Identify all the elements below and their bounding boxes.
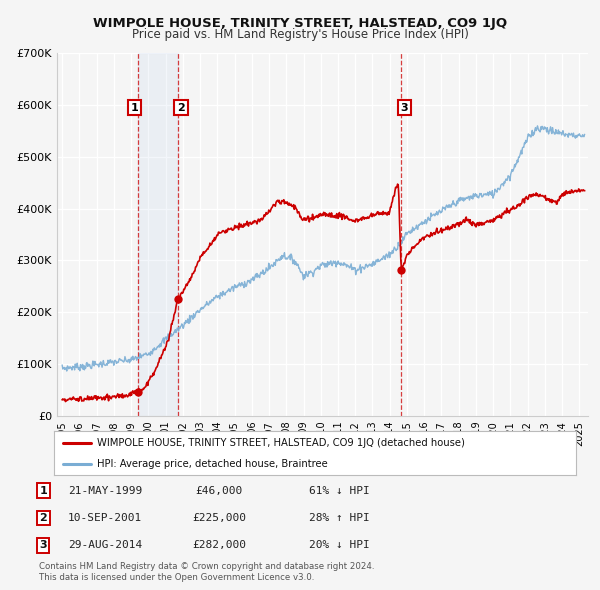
Text: £225,000: £225,000 — [192, 513, 246, 523]
Text: This data is licensed under the Open Government Licence v3.0.: This data is licensed under the Open Gov… — [39, 573, 314, 582]
Text: WIMPOLE HOUSE, TRINITY STREET, HALSTEAD, CO9 1JQ: WIMPOLE HOUSE, TRINITY STREET, HALSTEAD,… — [93, 17, 507, 30]
Text: £46,000: £46,000 — [196, 486, 242, 496]
Text: 2: 2 — [40, 513, 47, 523]
Text: 28% ↑ HPI: 28% ↑ HPI — [308, 513, 370, 523]
Text: 1: 1 — [40, 486, 47, 496]
Text: 10-SEP-2001: 10-SEP-2001 — [68, 513, 142, 523]
Text: HPI: Average price, detached house, Braintree: HPI: Average price, detached house, Brai… — [97, 459, 328, 469]
Text: 61% ↓ HPI: 61% ↓ HPI — [308, 486, 370, 496]
Text: Contains HM Land Registry data © Crown copyright and database right 2024.: Contains HM Land Registry data © Crown c… — [39, 562, 374, 571]
Text: £282,000: £282,000 — [192, 540, 246, 550]
Text: 29-AUG-2014: 29-AUG-2014 — [68, 540, 142, 550]
Text: 3: 3 — [40, 540, 47, 550]
Text: 20% ↓ HPI: 20% ↓ HPI — [308, 540, 370, 550]
Text: Price paid vs. HM Land Registry's House Price Index (HPI): Price paid vs. HM Land Registry's House … — [131, 28, 469, 41]
Text: 3: 3 — [401, 103, 409, 113]
Text: 1: 1 — [130, 103, 138, 113]
Text: WIMPOLE HOUSE, TRINITY STREET, HALSTEAD, CO9 1JQ (detached house): WIMPOLE HOUSE, TRINITY STREET, HALSTEAD,… — [97, 438, 464, 448]
Text: 2: 2 — [177, 103, 185, 113]
Text: 21-MAY-1999: 21-MAY-1999 — [68, 486, 142, 496]
Bar — [137, 53, 178, 416]
